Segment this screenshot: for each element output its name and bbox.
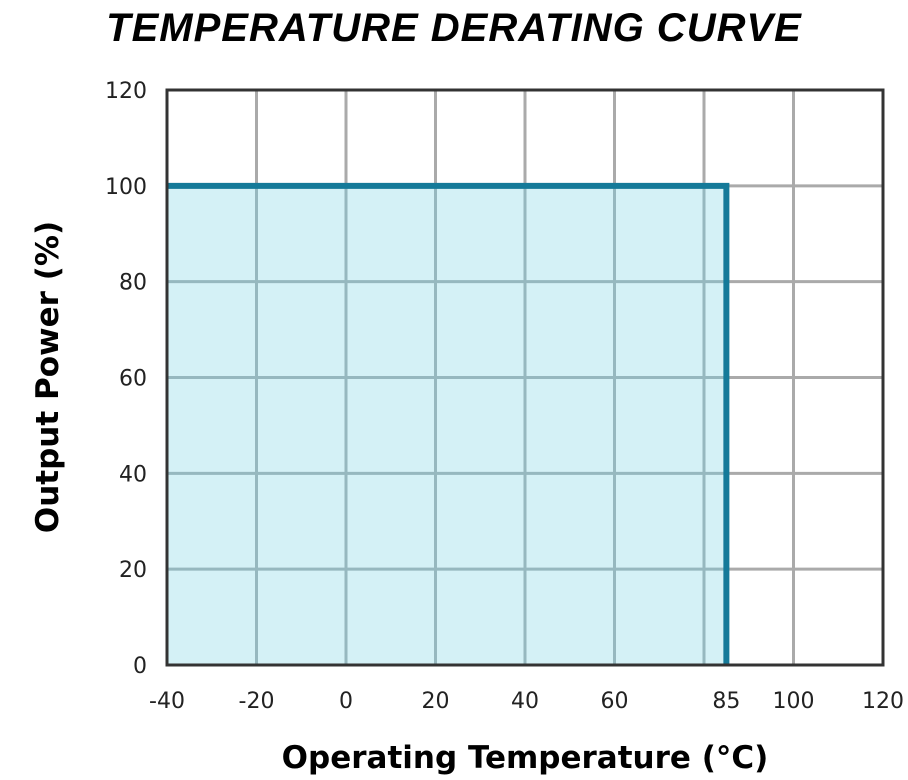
chart-title: TEMPERATURE DERATING CURVE: [106, 6, 802, 50]
x-tick-label: 100: [773, 689, 815, 714]
x-tick-label: 20: [422, 689, 450, 714]
y-axis-label: Output Power (%): [30, 221, 66, 533]
y-tick-label: 120: [105, 79, 147, 104]
x-tick-label: 0: [339, 689, 353, 714]
x-tick-label: 40: [511, 689, 539, 714]
y-tick-label: 60: [119, 367, 147, 392]
y-tick-label: 40: [119, 462, 147, 487]
y-tick-label: 20: [119, 558, 147, 583]
y-tick-label: 100: [105, 175, 147, 200]
series-line: [167, 182, 730, 665]
x-tick-label: 120: [862, 689, 904, 714]
x-tick-label: -40: [149, 689, 185, 714]
area-fill: [167, 185, 727, 666]
x-tick-label: -20: [239, 689, 275, 714]
x-tick-label: 85: [712, 689, 740, 714]
y-tick-label: 0: [133, 654, 147, 679]
plot-frame: [165, 88, 885, 667]
x-axis-label: Operating Temperature (°C): [282, 740, 769, 776]
x-tick-label: 60: [601, 689, 629, 714]
y-tick-label: 80: [119, 271, 147, 296]
